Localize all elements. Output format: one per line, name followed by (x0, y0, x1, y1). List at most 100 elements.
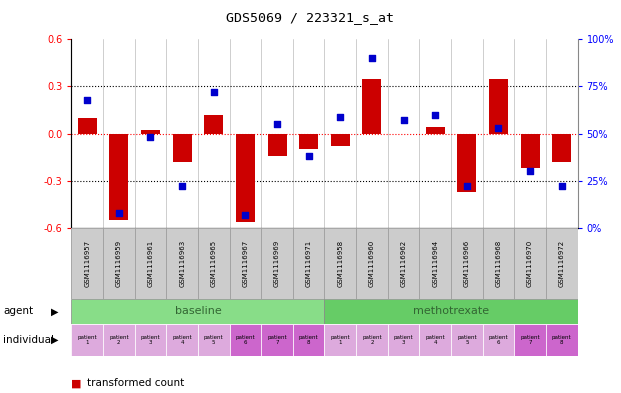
Text: patient
1: patient 1 (330, 334, 350, 345)
Bar (324, 299, 578, 324)
Point (304, 153, 314, 160)
Bar (71, 324, 103, 356)
Text: patient
6: patient 6 (235, 334, 255, 345)
Bar (489, 79, 508, 134)
Text: GSM1116970: GSM1116970 (527, 240, 533, 287)
Text: ▶: ▶ (51, 335, 58, 345)
Point (557, 183, 567, 189)
Point (335, 114, 345, 120)
Text: baseline: baseline (175, 307, 221, 316)
Text: patient
4: patient 4 (425, 334, 445, 345)
Bar (204, 115, 224, 134)
Bar (483, 324, 514, 356)
Point (114, 210, 124, 216)
Text: patient
1: patient 1 (78, 334, 97, 345)
Bar (198, 228, 230, 299)
Bar (103, 324, 135, 356)
Bar (514, 228, 546, 299)
Bar (451, 324, 483, 356)
Text: GSM1116968: GSM1116968 (496, 240, 501, 287)
Bar (135, 228, 166, 299)
Text: GSM1116965: GSM1116965 (211, 240, 217, 287)
Text: patient
8: patient 8 (552, 334, 571, 345)
Bar (71, 299, 324, 324)
Bar (514, 324, 546, 356)
Text: patient
2: patient 2 (109, 334, 129, 345)
Point (209, 89, 219, 95)
Text: patient
8: patient 8 (299, 334, 319, 345)
Bar (261, 228, 293, 299)
Bar (299, 134, 318, 149)
Bar (236, 134, 255, 222)
Text: GSM1116961: GSM1116961 (148, 240, 153, 287)
Bar (324, 228, 356, 299)
Text: ■: ■ (71, 378, 82, 388)
Bar (363, 79, 381, 134)
Text: patient
3: patient 3 (394, 334, 414, 345)
Point (82, 97, 92, 103)
Point (145, 134, 155, 141)
Bar (546, 324, 578, 356)
Point (399, 117, 409, 123)
Bar (230, 324, 261, 356)
Point (462, 183, 472, 189)
Text: GSM1116969: GSM1116969 (274, 240, 280, 287)
Text: GSM1116966: GSM1116966 (464, 240, 470, 287)
Bar (166, 324, 198, 356)
Text: GSM1116959: GSM1116959 (116, 240, 122, 287)
Bar (331, 134, 350, 146)
Bar (419, 228, 451, 299)
Bar (261, 324, 293, 356)
Bar (71, 228, 103, 299)
Bar (103, 228, 135, 299)
Bar (426, 127, 445, 134)
Text: methotrexate: methotrexate (413, 307, 489, 316)
Bar (141, 130, 160, 134)
Text: GSM1116963: GSM1116963 (179, 240, 185, 287)
Point (272, 121, 282, 127)
Text: agent: agent (3, 307, 34, 316)
Point (177, 183, 187, 189)
Point (367, 55, 377, 61)
Bar (457, 134, 476, 192)
Text: patient
4: patient 4 (172, 334, 192, 345)
Bar (324, 324, 356, 356)
Text: patient
7: patient 7 (520, 334, 540, 345)
Bar (109, 134, 129, 220)
Text: GSM1116971: GSM1116971 (306, 240, 312, 287)
Bar (546, 228, 578, 299)
Text: GSM1116964: GSM1116964 (432, 240, 438, 287)
Bar (268, 134, 286, 156)
Bar (388, 228, 419, 299)
Text: ▶: ▶ (51, 307, 58, 316)
Point (494, 125, 504, 131)
Text: GSM1116957: GSM1116957 (84, 240, 90, 287)
Bar (552, 134, 571, 162)
Bar (293, 228, 324, 299)
Point (430, 112, 440, 118)
Text: GSM1116960: GSM1116960 (369, 240, 375, 287)
Text: patient
7: patient 7 (267, 334, 287, 345)
Text: GSM1116958: GSM1116958 (337, 240, 343, 287)
Bar (293, 324, 324, 356)
Point (240, 211, 250, 218)
Text: GSM1116972: GSM1116972 (559, 240, 564, 287)
Text: GSM1116967: GSM1116967 (242, 240, 248, 287)
Text: patient
5: patient 5 (457, 334, 477, 345)
Point (525, 168, 535, 174)
Text: transformed count: transformed count (87, 378, 184, 388)
Text: patient
2: patient 2 (362, 334, 382, 345)
Bar (451, 228, 483, 299)
Text: GDS5069 / 223321_s_at: GDS5069 / 223321_s_at (227, 11, 394, 24)
Bar (78, 118, 97, 134)
Text: GSM1116962: GSM1116962 (401, 240, 407, 287)
Text: individual: individual (3, 335, 54, 345)
Bar (356, 324, 388, 356)
Text: patient
3: patient 3 (141, 334, 160, 345)
Bar (230, 228, 261, 299)
Bar (419, 324, 451, 356)
Bar (198, 324, 230, 356)
Bar (388, 324, 419, 356)
Bar (166, 228, 198, 299)
Bar (135, 324, 166, 356)
